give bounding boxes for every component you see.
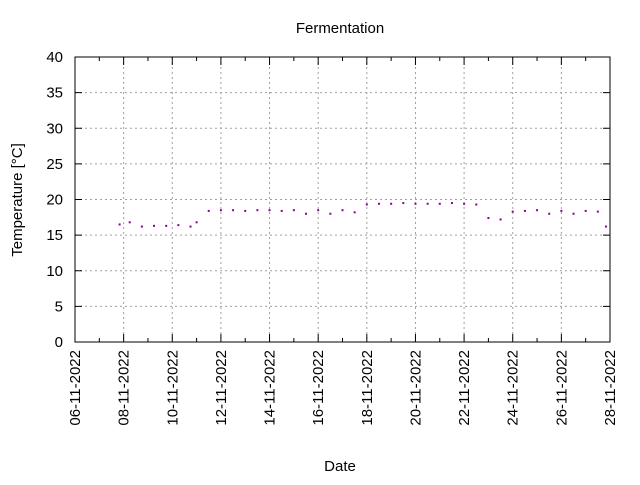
data-point (499, 218, 502, 221)
x-tick-label: 12-11-2022 (213, 350, 230, 426)
data-point (511, 210, 514, 213)
data-point (523, 209, 526, 212)
data-point (560, 209, 563, 212)
x-tick-label: 16-11-2022 (310, 350, 327, 426)
x-tick-label: 20-11-2022 (407, 350, 424, 426)
data-point (189, 225, 192, 228)
x-tick-label: 26-11-2022 (553, 350, 570, 426)
data-point (548, 212, 551, 215)
data-point (450, 202, 453, 205)
data-point (572, 212, 575, 215)
data-point (128, 221, 131, 224)
data-point (584, 209, 587, 212)
data-point (268, 209, 271, 212)
x-axis-label: Date (324, 458, 356, 475)
data-point (329, 212, 332, 215)
data-point (536, 209, 539, 212)
y-tick-label: 40 (46, 49, 63, 66)
data-point (438, 202, 441, 205)
data-point (195, 221, 198, 224)
data-point (475, 203, 478, 206)
x-tick-label: 18-11-2022 (359, 350, 376, 426)
data-point (292, 209, 295, 212)
y-tick-label: 15 (46, 227, 63, 244)
data-point (487, 217, 490, 220)
y-tick-label: 10 (46, 263, 63, 280)
data-point (426, 202, 429, 205)
tick-labels: 0 5 10 15 20 25 30 35 40 06-11-2022 08-11-2022 10-1… (46, 49, 619, 426)
data-point (165, 224, 168, 227)
y-axis-label: Temperature [°C] (9, 143, 26, 257)
y-tick-label: 20 (46, 192, 63, 209)
data-point (414, 202, 417, 205)
chart-title: Fermentation (296, 20, 384, 37)
data-point (341, 209, 344, 212)
y-tick-label: 25 (46, 156, 63, 173)
data-point (140, 225, 143, 228)
data-point (118, 223, 121, 226)
data-point (353, 211, 356, 214)
axis-ticks (74, 56, 611, 343)
y-tick-label: 30 (46, 120, 63, 137)
data-point (402, 202, 405, 205)
data-point (305, 212, 308, 215)
data-point (390, 202, 393, 205)
x-tick-label: 10-11-2022 (164, 350, 181, 426)
y-tick-label: 5 (55, 298, 63, 315)
x-tick-label: 24-11-2022 (505, 350, 522, 426)
data-point (317, 209, 320, 212)
x-tick-label: 28-11-2022 (602, 350, 619, 426)
data-point (219, 209, 222, 212)
data-point (153, 224, 156, 227)
y-tick-label: 0 (55, 334, 63, 351)
x-tick-label: 14-11-2022 (262, 350, 279, 426)
data-point (207, 209, 210, 212)
data-point (244, 209, 247, 212)
y-tick-label: 35 (46, 85, 63, 102)
x-tick-label: 08-11-2022 (116, 350, 133, 426)
data-point (377, 202, 380, 205)
data-point (232, 209, 235, 212)
data-point (596, 210, 599, 213)
data-point (463, 202, 466, 205)
data-point (256, 209, 259, 212)
grid (75, 57, 610, 342)
x-tick-label: 22-11-2022 (456, 350, 473, 426)
data-point (604, 225, 607, 228)
data-point (280, 209, 283, 212)
x-tick-label: 06-11-2022 (67, 350, 84, 426)
data-points (118, 202, 607, 228)
data-point (177, 224, 180, 227)
data-point (365, 203, 368, 206)
